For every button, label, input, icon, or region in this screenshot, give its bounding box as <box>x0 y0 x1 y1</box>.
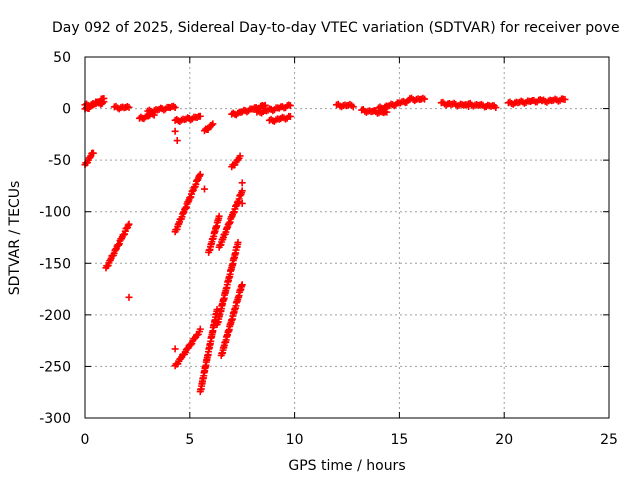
chart-title: Day 092 of 2025, Sidereal Day-to-day VTE… <box>52 20 620 36</box>
axis-ticks: 0 5 10 15 20 25 50 0 -50 -100 -150 -200 -250 -300 <box>39 50 618 448</box>
data-point <box>421 95 429 103</box>
y-tick-label: -250 <box>39 359 71 375</box>
data-point <box>234 238 242 246</box>
data-point <box>215 212 223 220</box>
plot-frame <box>84 56 610 419</box>
x-tick-label: 5 <box>185 432 194 448</box>
data-point <box>173 137 181 145</box>
data-point <box>196 112 204 120</box>
y-tick-label: -200 <box>39 308 71 324</box>
data-point <box>89 149 97 157</box>
data-point <box>236 152 244 160</box>
x-tick-label: 0 <box>81 432 90 448</box>
data-point <box>196 325 204 333</box>
data-point <box>123 102 131 110</box>
data-point <box>349 103 357 111</box>
data-point <box>238 187 246 195</box>
y-tick-label: -50 <box>48 153 71 169</box>
data-point <box>125 220 133 228</box>
data-point <box>208 121 216 129</box>
data-point <box>94 99 102 107</box>
data-point <box>125 103 133 111</box>
y-axis-label: SDTVAR / TECUs <box>7 181 23 296</box>
data-point <box>383 108 391 116</box>
data-point <box>419 94 427 102</box>
data-point <box>187 341 195 349</box>
data-point <box>286 102 294 110</box>
data-point <box>200 185 208 193</box>
data-point <box>238 281 246 289</box>
data-point <box>209 120 217 128</box>
data-point <box>125 293 133 301</box>
y-tick-label: 50 <box>53 50 71 66</box>
data-point <box>171 104 179 112</box>
x-tick-label: 15 <box>390 432 408 448</box>
data-point <box>286 113 294 121</box>
data-point <box>238 179 246 187</box>
data-point <box>171 127 179 135</box>
y-tick-label: -150 <box>39 256 71 272</box>
data-point <box>196 170 204 178</box>
y-tick-label: 0 <box>62 102 71 118</box>
data-point <box>556 96 564 104</box>
y-tick-label: -300 <box>39 411 71 427</box>
data-point <box>492 104 500 112</box>
data-point <box>561 95 569 103</box>
y-tick-label: -100 <box>39 205 71 221</box>
data-point <box>100 94 108 102</box>
x-tick-label: 20 <box>495 432 513 448</box>
x-tick-label: 10 <box>286 432 304 448</box>
data-point <box>171 345 179 353</box>
x-axis-label: GPS time / hours <box>288 458 405 474</box>
data-points <box>81 94 569 396</box>
x-tick-label: 25 <box>600 432 618 448</box>
data-point <box>238 199 246 207</box>
